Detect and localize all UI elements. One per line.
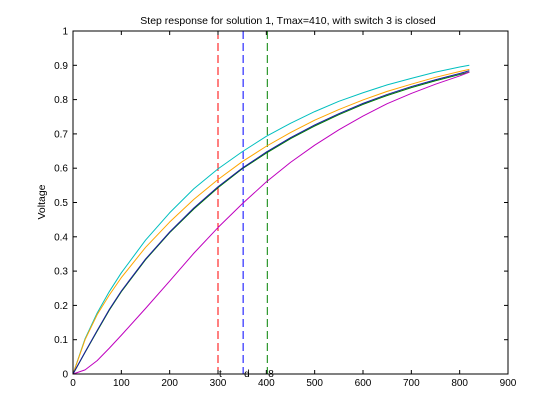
x-tick-label: 800 — [451, 378, 468, 389]
x-tick-label: 200 — [161, 378, 178, 389]
ticks: 0 100 200 300 400 500 600 700 800 900 0 0.1 0.2 0.3 0.… — [54, 27, 517, 390]
y-tick-label: 0.6 — [54, 164, 68, 175]
y-tick-label: 0.9 — [54, 61, 68, 72]
vertical-marker-label-1: t — [219, 369, 222, 380]
x-tick-label: 0 — [70, 378, 76, 389]
y-tick-label: 0 — [62, 370, 68, 381]
x-tick-label: 500 — [306, 378, 323, 389]
x-tick-label: 600 — [355, 378, 372, 389]
y-tick-label: 0.7 — [54, 129, 68, 140]
y-tick-label: 0.4 — [54, 232, 68, 243]
series-line-1 — [72, 64, 470, 375]
x-tick-label: 400 — [258, 378, 275, 389]
plot-area — [73, 31, 508, 374]
series-line-5 — [72, 71, 470, 375]
series-line-4 — [72, 70, 470, 375]
x-tick-label: 700 — [403, 378, 420, 389]
series-lines — [72, 64, 470, 375]
chart-title: Step response for solution 1, Tmax=410, … — [140, 15, 436, 27]
marker-labels: t d 8 — [219, 369, 274, 380]
y-tick-label: 0.8 — [54, 95, 68, 106]
plot-background — [73, 31, 508, 374]
vertical-marker-label-2: d — [244, 369, 250, 380]
y-tick-label: 1 — [62, 27, 68, 38]
x-tick-label: 900 — [500, 378, 517, 389]
x-tick-label: 300 — [210, 378, 227, 389]
y-axis-label: Voltage — [36, 184, 48, 219]
y-tick-label: 0.1 — [54, 335, 68, 346]
vertical-marker-label-3: 8 — [268, 369, 274, 380]
y-tick-label: 0.2 — [54, 301, 68, 312]
x-tick-label: 100 — [113, 378, 130, 389]
y-tick-label: 0.3 — [54, 267, 68, 278]
y-tick-label: 0.5 — [54, 198, 68, 209]
series-line-2 — [72, 68, 470, 375]
